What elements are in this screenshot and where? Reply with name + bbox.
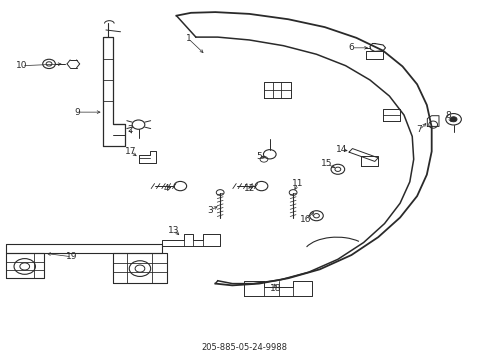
Text: 2: 2 [127, 126, 133, 135]
Text: 5: 5 [256, 152, 262, 161]
Text: 4: 4 [163, 184, 169, 193]
Text: 18: 18 [270, 284, 281, 293]
Text: 16: 16 [299, 215, 310, 224]
Text: 3: 3 [207, 206, 213, 215]
Text: 11: 11 [292, 179, 303, 188]
Text: 8: 8 [445, 111, 450, 120]
Text: 205-885-05-24-9988: 205-885-05-24-9988 [201, 343, 287, 352]
Text: 7: 7 [416, 126, 422, 135]
Text: 9: 9 [74, 108, 80, 117]
Text: 14: 14 [335, 145, 346, 154]
Text: 6: 6 [348, 43, 354, 52]
Text: 12: 12 [243, 184, 255, 193]
Circle shape [449, 117, 456, 122]
Text: 10: 10 [16, 61, 27, 70]
Text: 19: 19 [66, 252, 78, 261]
Text: 15: 15 [321, 159, 332, 168]
Text: 17: 17 [124, 147, 136, 156]
Text: 13: 13 [168, 225, 180, 234]
Text: 1: 1 [185, 35, 191, 44]
